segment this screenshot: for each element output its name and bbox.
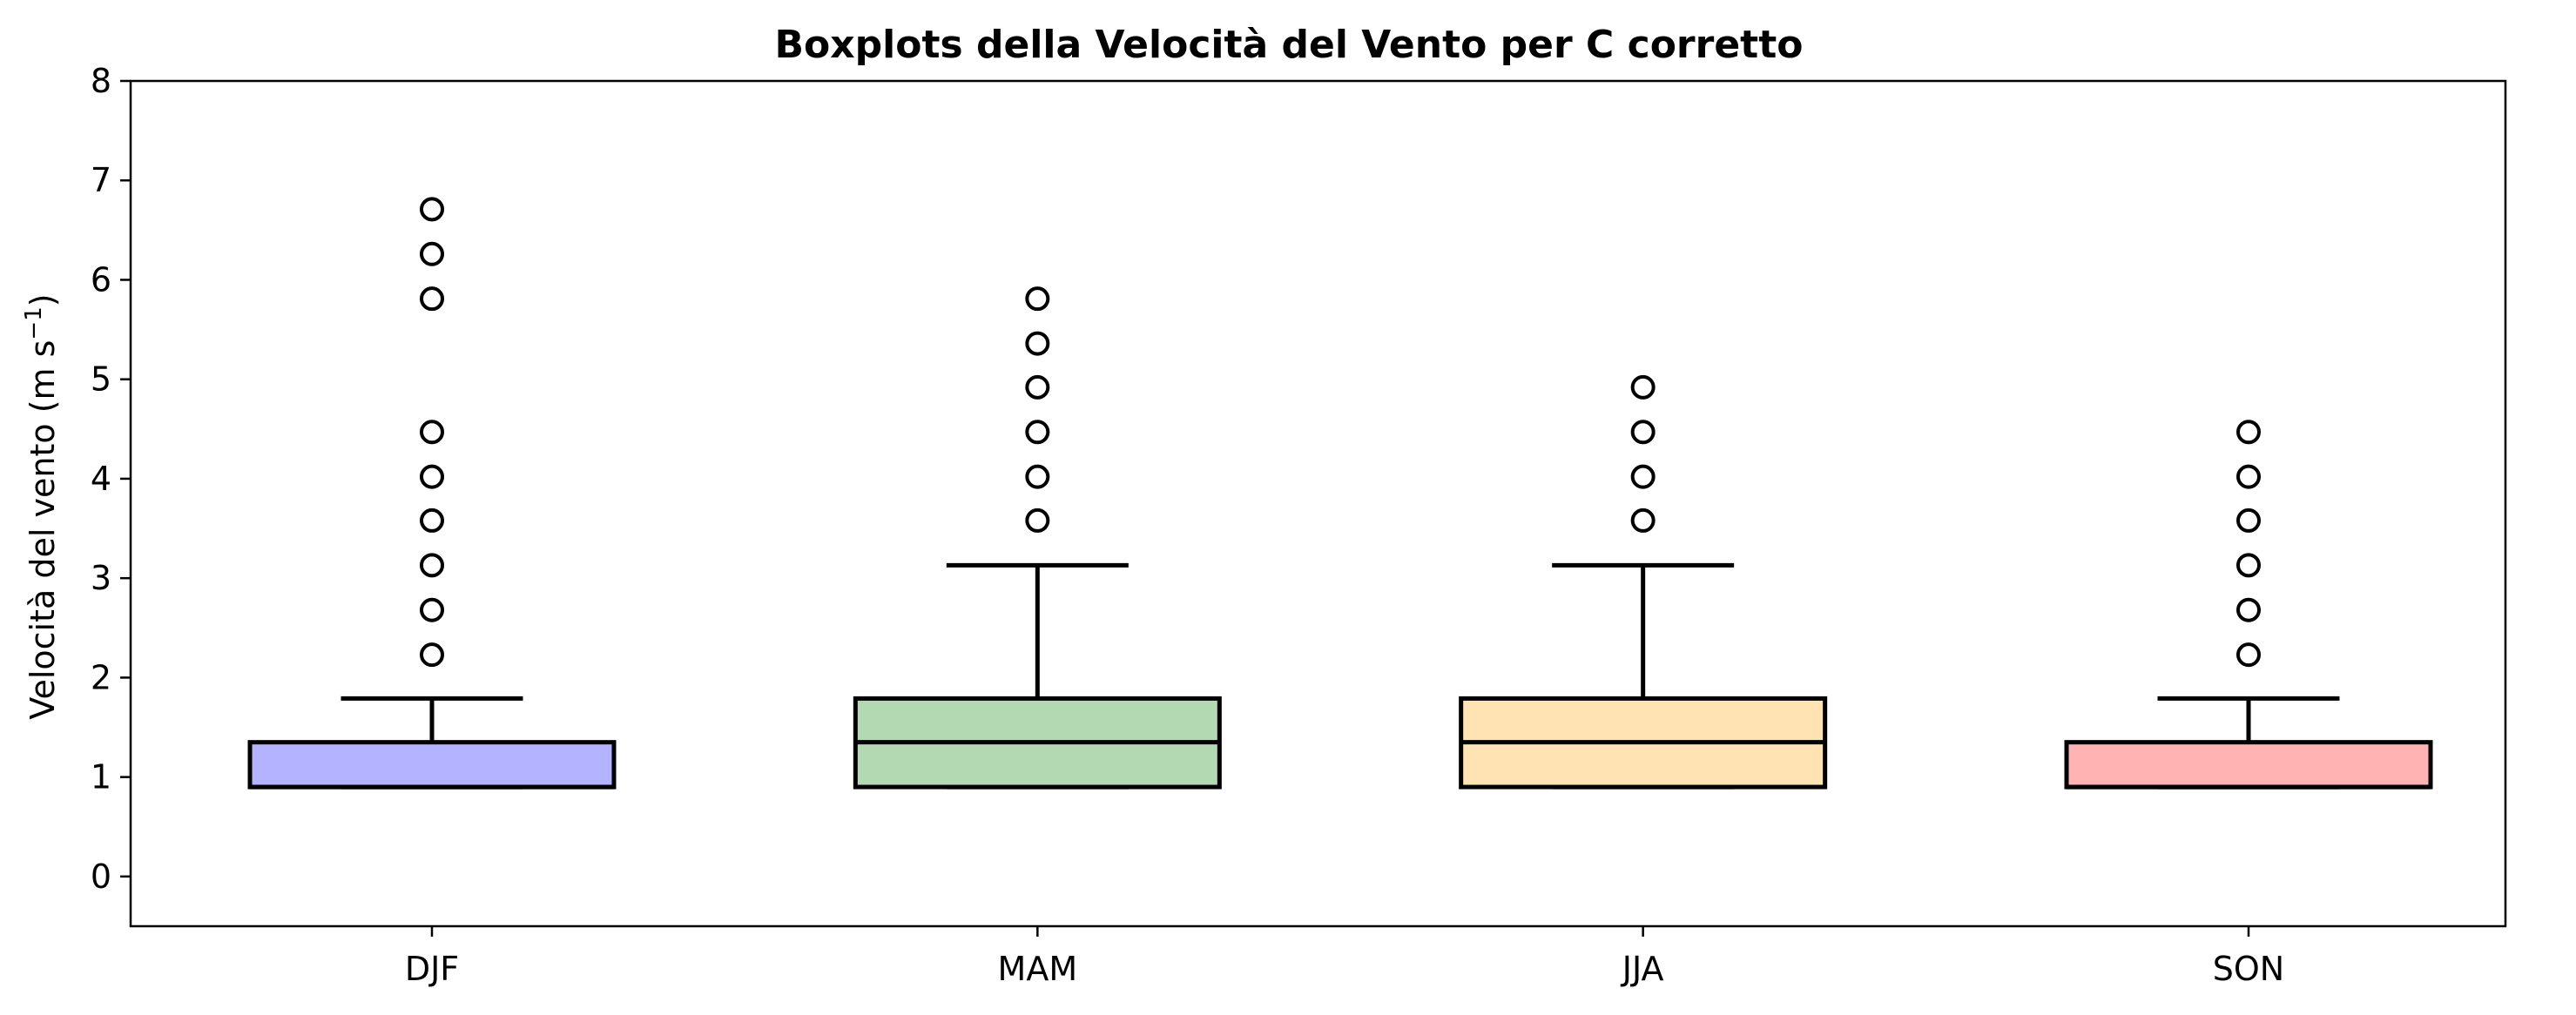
plot-area [247,197,2433,790]
y-axis-label-close: ) [24,293,62,306]
outlier-point [1630,420,1656,445]
outlier-point [420,197,444,222]
box-son [2064,420,2433,790]
box-mam [853,286,1222,790]
outlier-point [420,508,444,533]
x-tick-label: SON [2213,950,2284,988]
outlier-point [2236,553,2261,578]
y-axis-label: Velocità del vento (m s−1) [21,293,62,719]
outlier-point [1630,464,1656,489]
y-tick-label: 1 [91,758,111,797]
outlier-point [1630,374,1656,400]
outlier-point [420,241,444,266]
x-tick-label: JJA [1621,950,1664,988]
outlier-point [2236,508,2261,533]
outlier-point [1025,331,1050,356]
y-tick-label: 0 [91,857,111,896]
y-axis: 0 1 2 3 4 5 6 7 8 [91,62,131,896]
box-djf [247,197,617,790]
plot-frame [129,79,2507,928]
outlier-point [2236,642,2261,668]
box-iqr [2064,740,2433,790]
y-axis-label-text: Velocità del vento (m s [24,340,62,720]
x-axis: DJF MAM JJA SON [405,926,2284,988]
y-tick-label: 5 [91,360,111,399]
x-tick-label: MAM [998,950,1078,988]
outlier-point [420,464,444,489]
y-tick-label: 8 [91,62,111,100]
box-iqr [247,740,617,790]
y-tick-label: 6 [91,260,111,299]
chart-title: Boxplots della Velocità del Vento per C … [775,23,1804,67]
outlier-point [420,642,444,668]
y-tick-label: 4 [91,460,111,498]
y-tick-label: 7 [91,161,111,199]
outlier-point [1025,286,1050,312]
y-axis-label-exponent: −1 [21,306,47,339]
outlier-point [1630,508,1656,533]
outlier-point [1025,374,1050,400]
outlier-point [420,553,444,578]
y-tick-label: 2 [91,658,111,696]
outlier-point [2236,597,2261,622]
outlier-point [420,286,444,312]
box-jja [1459,374,1828,790]
outlier-point [2236,464,2261,489]
y-tick-label: 3 [91,559,111,597]
outlier-point [1025,420,1050,445]
outlier-point [420,420,444,445]
outlier-point [420,597,444,622]
x-tick-label: DJF [405,950,459,988]
outlier-point [2236,420,2261,445]
outlier-point [1025,508,1050,533]
outlier-point [1025,464,1050,489]
